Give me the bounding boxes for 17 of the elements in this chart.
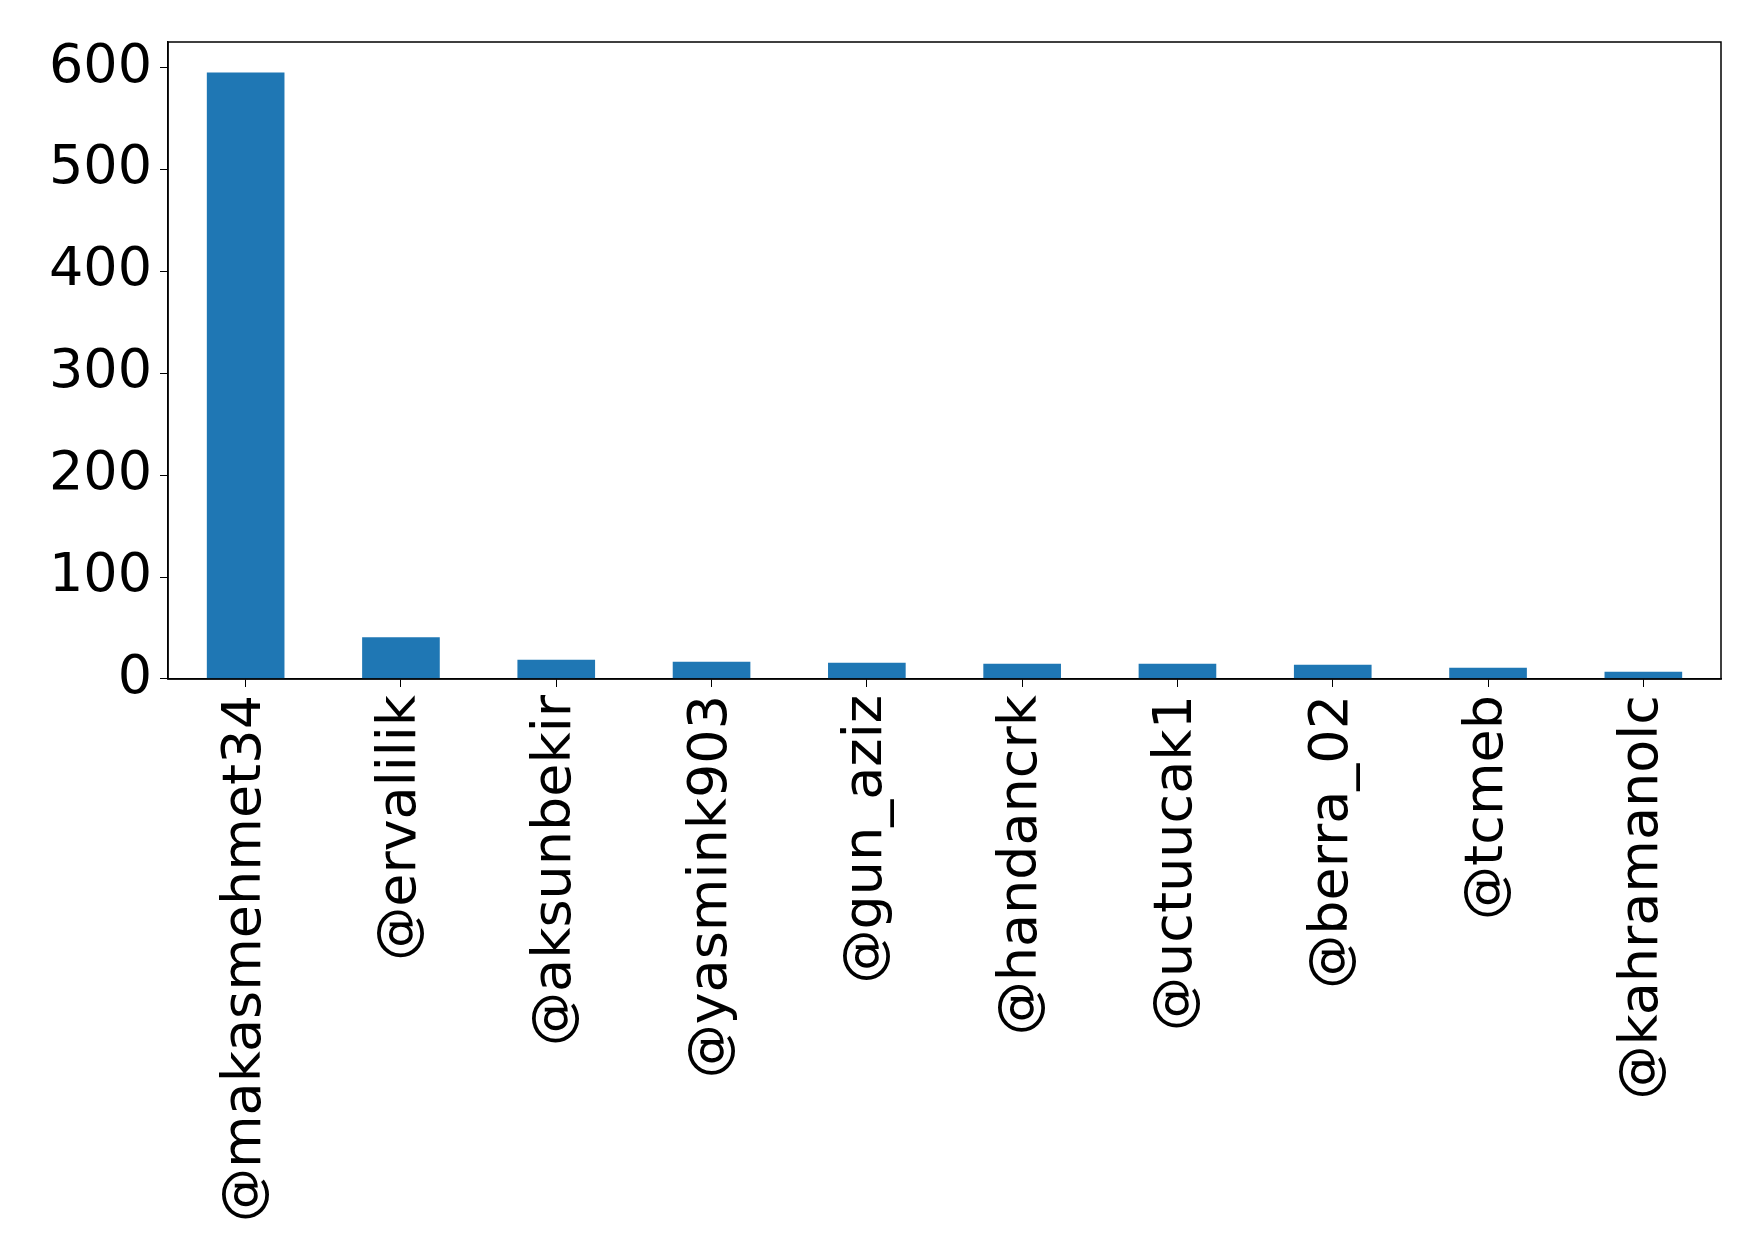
x-tick-label: @handancrk: [986, 694, 1050, 1036]
x-tick-label: @gun_aziz: [830, 695, 894, 984]
x-tick-label: @makasmehmet34: [209, 695, 273, 1223]
x-tick-label: @uctuucak1: [1141, 695, 1205, 1031]
y-tick-label: 200: [48, 439, 152, 503]
y-tick-label: 0: [117, 643, 152, 707]
y-tick-label: 300: [48, 337, 152, 401]
x-tick-label: @yasmink903: [675, 695, 739, 1079]
x-tick-label: @kahramanolc: [1607, 695, 1671, 1100]
x-tick-label: @berra_02: [1296, 695, 1360, 989]
y-tick-label: 100: [48, 541, 152, 605]
x-tick-label: @tcmeb: [1452, 695, 1516, 920]
x-tick-label: @aksunbekir: [520, 694, 584, 1046]
x-tick-label: @ervalilik: [364, 694, 428, 961]
y-tick-label: 500: [48, 133, 152, 197]
y-tick-label: 400: [48, 235, 152, 299]
y-tick-label: 600: [48, 31, 152, 95]
